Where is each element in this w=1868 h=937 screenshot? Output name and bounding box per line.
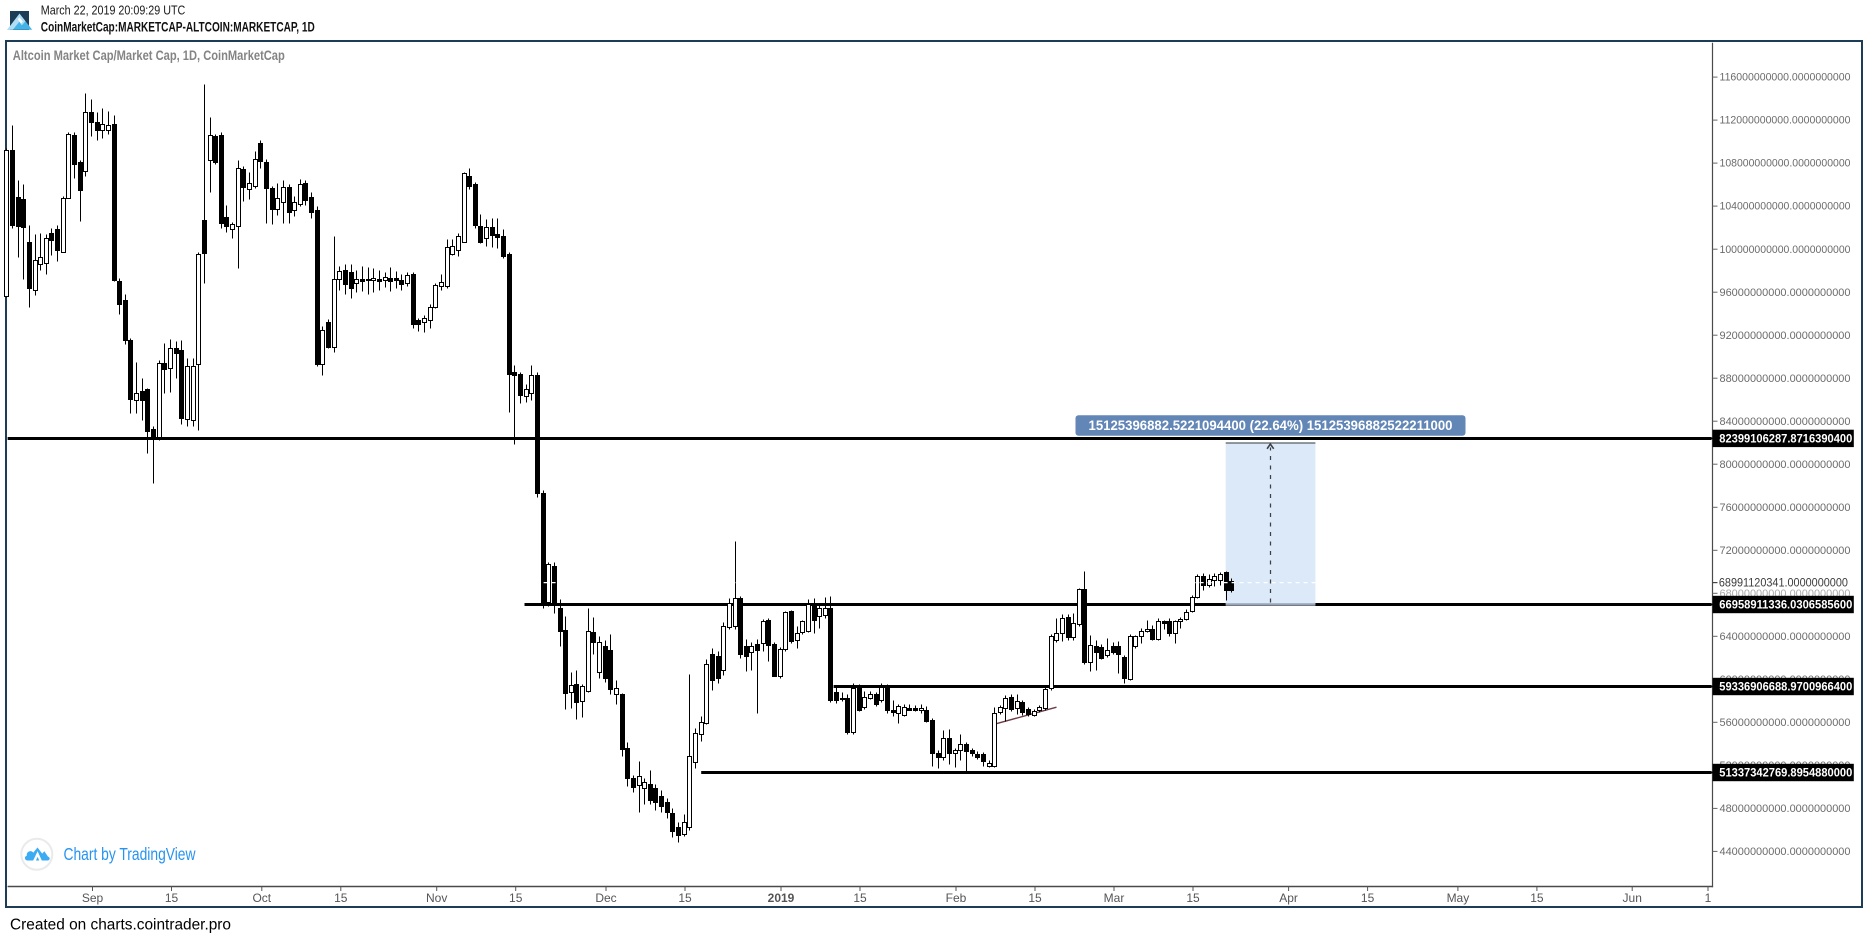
svg-text:Feb: Feb [946, 891, 967, 905]
svg-text:108000000000.0000000000: 108000000000.0000000000 [1720, 158, 1851, 170]
svg-text:Altcoin Market Cap/Market Cap,: Altcoin Market Cap/Market Cap, 1D, CoinM… [13, 48, 285, 63]
svg-text:15: 15 [853, 891, 867, 905]
svg-text:Jun: Jun [1623, 891, 1642, 905]
svg-text:44000000000.0000000000: 44000000000.0000000000 [1720, 846, 1851, 858]
svg-text:2019: 2019 [768, 891, 795, 905]
svg-text:64000000000.0000000000: 64000000000.0000000000 [1720, 631, 1851, 643]
svg-text:15: 15 [1361, 891, 1375, 905]
svg-text:Chart by TradingView: Chart by TradingView [64, 844, 196, 864]
svg-text:68991120341.0000000000: 68991120341.0000000000 [1719, 578, 1848, 590]
svg-text:112000000000.0000000000: 112000000000.0000000000 [1720, 115, 1851, 127]
svg-text:76000000000.0000000000: 76000000000.0000000000 [1720, 502, 1851, 514]
svg-text:Created on charts.cointrader.p: Created on charts.cointrader.pro [10, 917, 231, 934]
svg-text:Nov: Nov [426, 891, 447, 905]
svg-text:15: 15 [1530, 891, 1544, 905]
svg-text:15125396882.5221094400 (22.64%: 15125396882.5221094400 (22.64%) 15125396… [1089, 417, 1453, 433]
svg-text:104000000000.0000000000: 104000000000.0000000000 [1720, 201, 1851, 213]
svg-text:May: May [1447, 891, 1470, 905]
svg-text:84000000000.0000000000: 84000000000.0000000000 [1720, 416, 1851, 428]
svg-text:15: 15 [165, 891, 179, 905]
svg-text:72000000000.0000000000: 72000000000.0000000000 [1720, 545, 1851, 557]
svg-text:96000000000.0000000000: 96000000000.0000000000 [1720, 287, 1851, 299]
svg-text:48000000000.0000000000: 48000000000.0000000000 [1720, 803, 1851, 815]
svg-text:88000000000.0000000000: 88000000000.0000000000 [1720, 373, 1851, 385]
svg-text:CoinMarketCap:MARKETCAP-ALTCOI: CoinMarketCap:MARKETCAP-ALTCOIN:MARKETCA… [41, 20, 315, 35]
svg-text:15: 15 [1186, 891, 1200, 905]
svg-text:Apr: Apr [1279, 891, 1298, 905]
svg-text:59336906688.9700966400: 59336906688.9700966400 [1719, 680, 1852, 694]
svg-text:15: 15 [1028, 891, 1042, 905]
svg-text:15: 15 [678, 891, 692, 905]
svg-text:92000000000.0000000000: 92000000000.0000000000 [1720, 330, 1851, 342]
svg-text:15: 15 [334, 891, 348, 905]
svg-text:100000000000.0000000000: 100000000000.0000000000 [1720, 244, 1851, 256]
svg-text:Mar: Mar [1104, 891, 1125, 905]
svg-text:116000000000.0000000000: 116000000000.0000000000 [1720, 72, 1851, 84]
svg-text:80000000000.0000000000: 80000000000.0000000000 [1720, 459, 1851, 471]
svg-text:Dec: Dec [595, 891, 616, 905]
svg-text:56000000000.0000000000: 56000000000.0000000000 [1720, 717, 1851, 729]
svg-text:Sep: Sep [82, 891, 104, 905]
svg-text:Oct: Oct [252, 891, 271, 905]
svg-text:1: 1 [1705, 891, 1712, 905]
svg-text:15: 15 [509, 891, 523, 905]
svg-text:82399106287.8716390400: 82399106287.8716390400 [1719, 432, 1852, 446]
svg-text:51337342769.8954880000: 51337342769.8954880000 [1719, 766, 1852, 780]
svg-text:66958911336.0306585600: 66958911336.0306585600 [1719, 598, 1852, 612]
svg-text:March 22, 2019 20:09:29 UTC: March 22, 2019 20:09:29 UTC [41, 3, 186, 18]
